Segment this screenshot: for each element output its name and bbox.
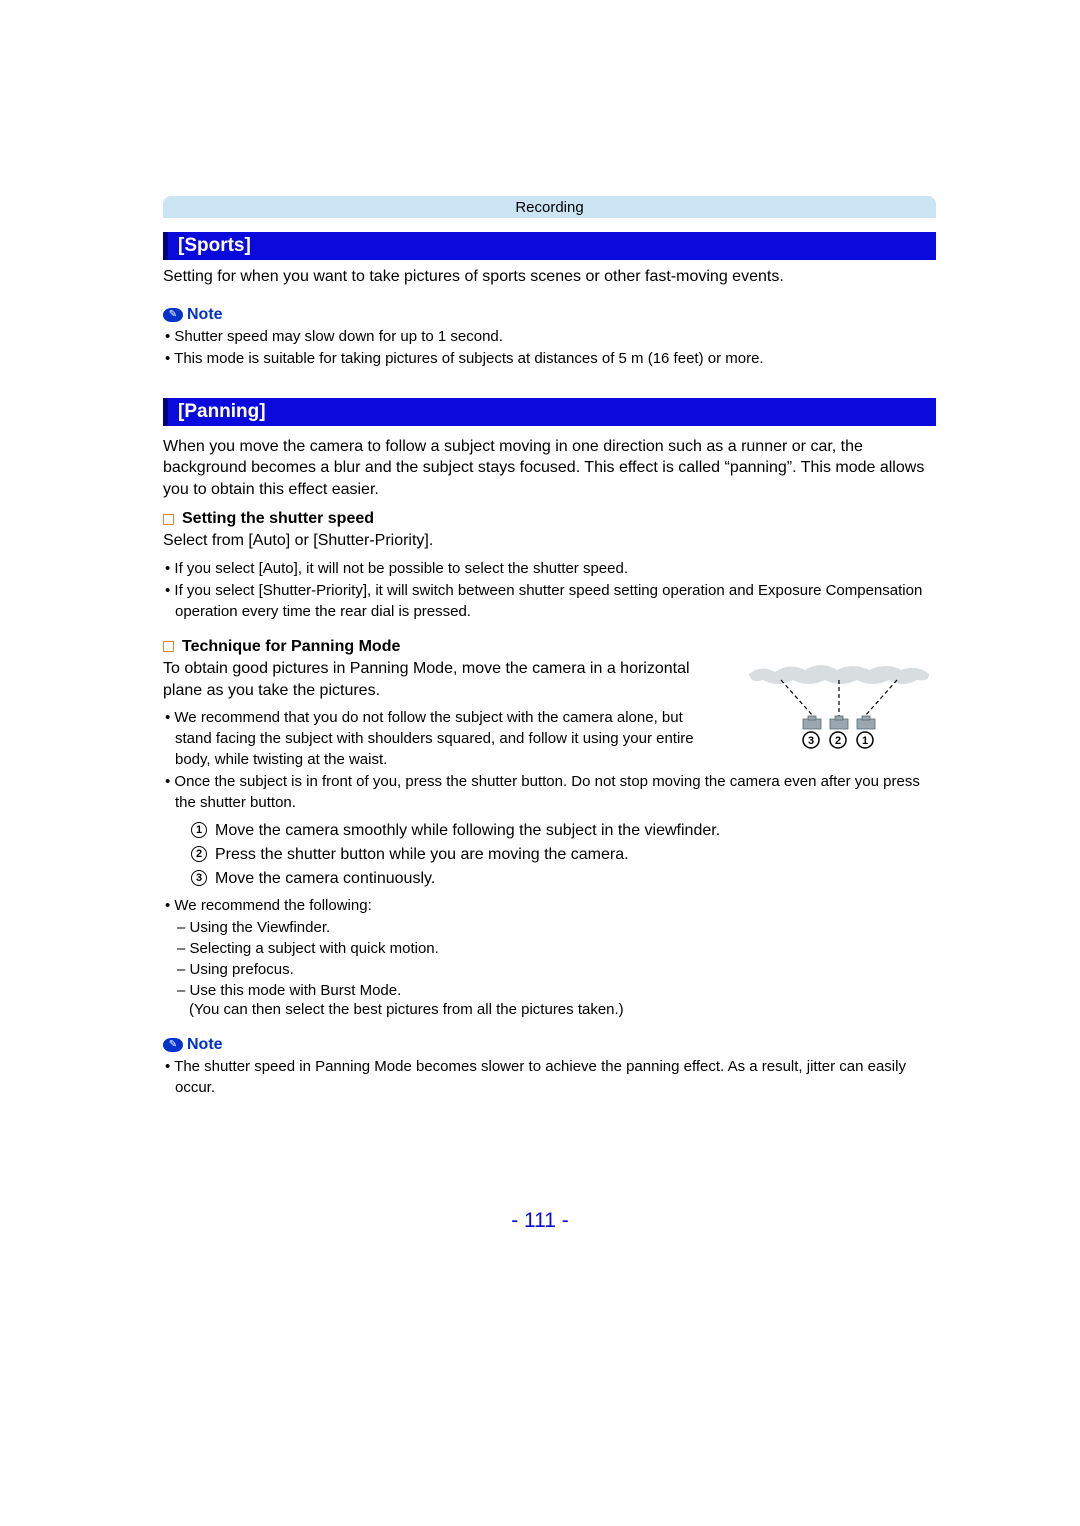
panning-note-list: The shutter speed in Panning Mode become… — [163, 1056, 936, 1098]
technique-bullet-item: Once the subject is in front of you, pre… — [165, 771, 936, 813]
technique-text-col: To obtain good pictures in Panning Mode,… — [163, 658, 723, 771]
square-bullet-icon — [163, 514, 174, 525]
sports-note-list: Shutter speed may slow down for up to 1 … — [163, 326, 936, 369]
recommend-item: Selecting a subject with quick motion. — [177, 938, 936, 959]
step-text: Press the shutter button while you are m… — [215, 843, 629, 867]
panning-note-item: The shutter speed in Panning Mode become… — [165, 1056, 936, 1098]
sports-note-item: This mode is suitable for taking picture… — [165, 348, 936, 369]
recommend-item: Use this mode with Burst Mode. — [177, 980, 936, 1001]
sports-note-item: Shutter speed may slow down for up to 1 … — [165, 326, 936, 347]
step-number-icon: 2 — [191, 846, 207, 862]
recommend-item: Using prefocus. — [177, 959, 936, 980]
numbered-steps: 1 Move the camera smoothly while followin… — [191, 819, 936, 891]
recommend-item: Using the Viewfinder. — [177, 917, 936, 938]
shutter-bullets: If you select [Auto], it will not be pos… — [163, 558, 936, 622]
shutter-intro: Select from [Auto] or [Shutter-Priority]… — [163, 530, 936, 552]
recommend-list: Using the Viewfinder. Selecting a subjec… — [163, 917, 936, 1001]
sports-intro: Setting for when you want to take pictur… — [163, 266, 936, 288]
page-content: Recording [Sports] Setting for when you … — [163, 196, 936, 1099]
technique-intro: To obtain good pictures in Panning Mode,… — [163, 658, 723, 701]
recommend-block: We recommend the following: — [163, 895, 936, 916]
header-title: Recording — [515, 199, 583, 216]
recommend-intro: We recommend the following: — [165, 895, 936, 916]
step-text: Move the camera continuously. — [215, 867, 435, 891]
sub-heading-shutter: Setting the shutter speed — [163, 510, 936, 528]
note-heading-panning: ✎ Note — [163, 1036, 936, 1054]
diagram-marker-1: 1 — [862, 735, 868, 747]
step-number-icon: 1 — [191, 822, 207, 838]
note-icon: ✎ — [163, 308, 183, 322]
panning-intro: When you move the camera to follow a sub… — [163, 436, 936, 501]
section-panning-title: [Panning] — [163, 398, 936, 426]
shutter-bullet-item: If you select [Shutter-Priority], it wil… — [165, 580, 936, 622]
note-label: Note — [187, 306, 223, 324]
technique-bullets-b: Once the subject is in front of you, pre… — [163, 771, 936, 813]
page-number: - 111 - — [0, 1209, 1080, 1233]
sub-heading-technique: Technique for Panning Mode — [163, 638, 936, 656]
header-bar: Recording — [163, 196, 936, 218]
step-text: Move the camera smoothly while following… — [215, 819, 720, 843]
shutter-bullet-item: If you select [Auto], it will not be pos… — [165, 558, 936, 579]
note-heading-sports: ✎ Note — [163, 306, 936, 324]
note-icon: ✎ — [163, 1038, 183, 1052]
technique-row: To obtain good pictures in Panning Mode,… — [163, 658, 936, 771]
step-number-icon: 3 — [191, 870, 207, 886]
technique-bullet-item: We recommend that you do not follow the … — [165, 707, 723, 770]
square-bullet-icon — [163, 641, 174, 652]
recommend-tail: (You can then select the best pictures f… — [163, 1001, 936, 1018]
diagram-marker-2: 2 — [835, 735, 841, 747]
panning-diagram: 3 2 1 — [741, 658, 936, 758]
technique-bullets-a: We recommend that you do not follow the … — [163, 707, 723, 770]
diagram-marker-3: 3 — [808, 735, 814, 747]
section-sports-title: [Sports] — [163, 232, 936, 260]
sub-heading-text: Technique for Panning Mode — [182, 638, 400, 656]
note-label: Note — [187, 1036, 223, 1054]
sub-heading-text: Setting the shutter speed — [182, 510, 374, 528]
